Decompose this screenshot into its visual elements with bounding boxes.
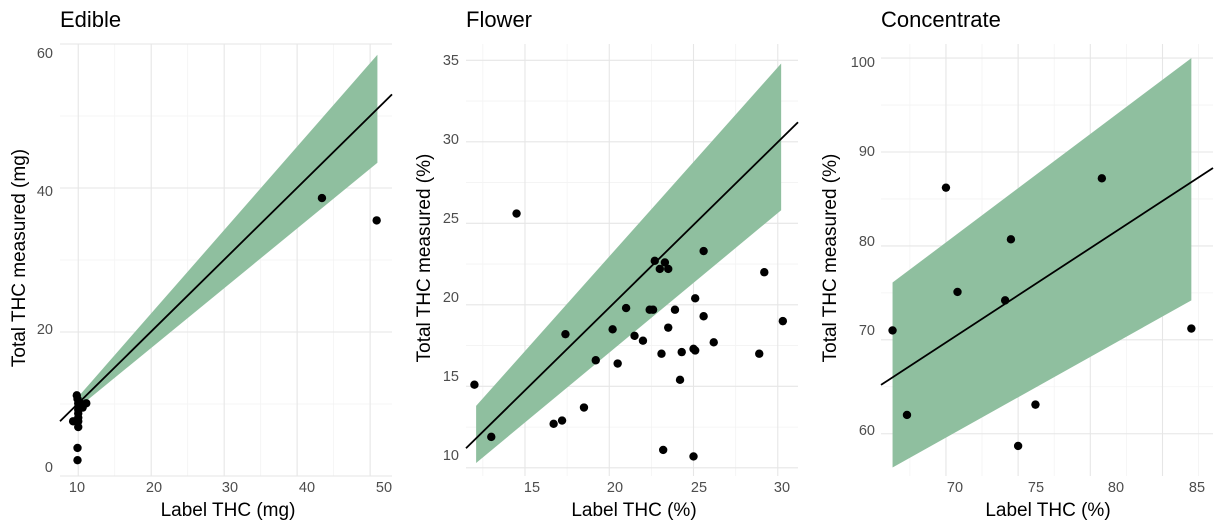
data-point	[549, 419, 558, 429]
data-point	[658, 445, 668, 455]
data-point	[1031, 400, 1040, 409]
data-point	[1097, 174, 1107, 183]
data-points	[68, 193, 381, 465]
data-point	[621, 303, 631, 313]
data-point	[317, 193, 327, 203]
data-point	[699, 246, 708, 256]
panel-title: Edible	[60, 7, 121, 32]
data-point	[664, 264, 673, 274]
data-point	[630, 331, 639, 341]
data-point	[1000, 296, 1010, 305]
data-point	[689, 452, 698, 461]
data-point	[677, 347, 686, 357]
panel-title: Concentrate	[881, 7, 1001, 32]
x-tick-label: 40	[299, 480, 315, 496]
x-tick-label: 30	[222, 480, 238, 496]
y-tick-label: 35	[443, 53, 459, 69]
x-tick-label: 85	[1189, 480, 1205, 496]
data-point	[953, 287, 962, 297]
y-tick-label: 20	[443, 290, 459, 306]
data-point	[888, 326, 897, 335]
x-tick-label: 80	[1108, 480, 1124, 496]
data-point	[638, 336, 648, 345]
x-tick-label: 50	[376, 480, 392, 496]
data-point	[579, 403, 589, 412]
data-point	[557, 416, 567, 425]
data-point	[670, 305, 680, 314]
data-point	[512, 209, 521, 218]
data-point	[648, 305, 658, 314]
panel-flower: Flower Label THC (%) Total THC measured …	[414, 7, 799, 521]
y-tick-label: 40	[37, 184, 53, 200]
data-point	[709, 338, 718, 347]
data-point	[372, 216, 381, 225]
y-tick-label: 10	[443, 448, 459, 464]
data-point	[73, 455, 82, 465]
data-point	[1187, 324, 1196, 333]
y-tick-label: 90	[859, 144, 875, 160]
data-point	[755, 349, 764, 358]
y-axis-title: Total THC measured (mg)	[9, 149, 30, 367]
data-point	[675, 375, 685, 385]
data-point	[690, 294, 700, 303]
fit-line	[465, 121, 799, 449]
panel-concentrate: Concentrate Label THC (%) Total THC meas…	[820, 7, 1214, 521]
y-tick-label: 70	[859, 323, 875, 339]
x-tick-label: 15	[524, 480, 540, 496]
data-point	[690, 346, 700, 355]
data-point	[74, 417, 83, 426]
y-tick-label: 60	[37, 46, 53, 62]
data-point	[902, 410, 912, 420]
fit-line	[59, 93, 393, 422]
y-tick-label: 80	[859, 234, 875, 250]
x-tick-label: 20	[607, 480, 623, 496]
x-tick-label: 10	[69, 480, 85, 496]
x-tick-label: 30	[774, 480, 790, 496]
y-tick-label: 20	[37, 322, 53, 338]
data-point	[660, 258, 670, 267]
data-point	[591, 356, 600, 365]
data-point	[664, 323, 673, 332]
x-tick-label: 75	[1028, 480, 1044, 496]
confidence-band	[892, 58, 1192, 468]
y-tick-label: 15	[443, 369, 459, 385]
data-point	[1006, 235, 1016, 244]
panel-edible: Edible Label THC (mg) Total THC measured…	[9, 7, 393, 521]
y-tick-label: 60	[859, 423, 875, 439]
y-tick-label: 25	[443, 211, 459, 227]
data-point	[778, 316, 788, 326]
data-point	[1013, 441, 1023, 451]
panel-title: Flower	[466, 7, 532, 32]
data-point	[760, 268, 769, 277]
y-tick-label: 30	[443, 132, 459, 148]
data-point	[655, 264, 665, 274]
data-point	[470, 380, 479, 389]
confidence-band	[78, 54, 378, 408]
x-axis-title: Label THC (%)	[985, 500, 1110, 521]
data-point	[650, 256, 659, 266]
data-point	[699, 312, 708, 321]
data-point	[613, 359, 622, 368]
x-axis-title: Label THC (%)	[571, 500, 696, 521]
data-point	[487, 432, 496, 442]
data-points	[470, 209, 788, 461]
y-tick-label: 100	[851, 55, 875, 71]
y-axis-title: Total THC measured (%)	[820, 154, 841, 363]
y-tick-label: 0	[45, 460, 53, 476]
x-tick-label: 25	[691, 480, 707, 496]
data-point	[608, 325, 617, 334]
data-point	[82, 399, 91, 408]
x-tick-label: 70	[947, 480, 963, 496]
data-point	[941, 183, 951, 192]
y-axis-title: Total THC measured (%)	[414, 154, 435, 363]
data-point	[561, 329, 570, 339]
data-point	[74, 422, 83, 432]
x-axis-title: Label THC (mg)	[161, 500, 296, 521]
x-tick-label: 20	[146, 480, 162, 496]
data-points	[888, 174, 1196, 451]
fit-line	[880, 167, 1214, 386]
data-point	[657, 349, 666, 358]
data-point	[73, 443, 82, 453]
